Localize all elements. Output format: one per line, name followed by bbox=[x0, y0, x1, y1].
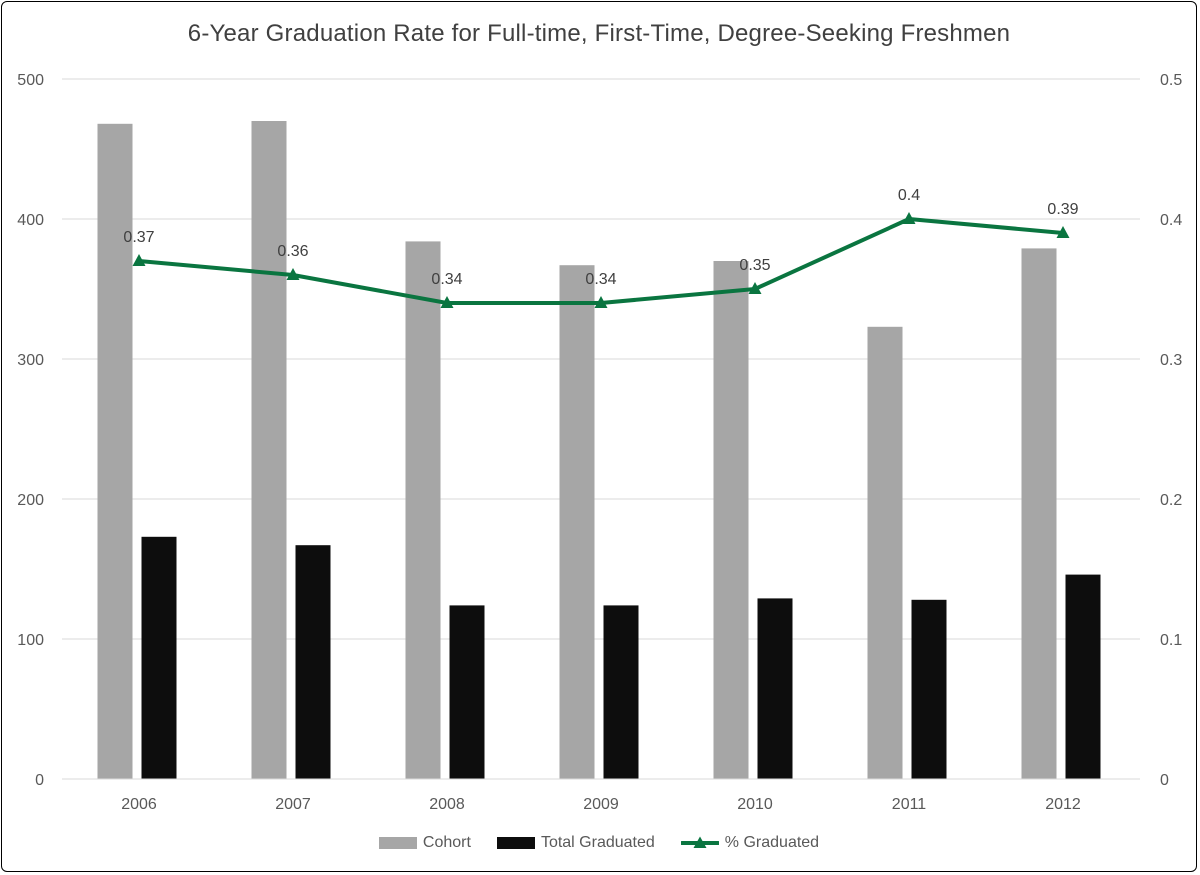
bar-cohort bbox=[559, 265, 595, 779]
bar-cohort bbox=[97, 123, 133, 780]
y-axis-tick-label: 400 bbox=[17, 212, 44, 229]
chart-title: 6-Year Graduation Rate for Full-time, Fi… bbox=[187, 20, 1011, 47]
x-axis-tick-label: 2006 bbox=[121, 796, 157, 813]
line-marker-percent-graduated bbox=[132, 254, 146, 266]
line-marker-percent-graduated bbox=[440, 296, 454, 308]
line-marker-percent-graduated bbox=[748, 282, 762, 294]
y-axis-tick-label: 100 bbox=[17, 632, 44, 649]
legend-swatch-percent-graduated bbox=[680, 836, 719, 848]
legend-label-total-graduated: Total Graduated bbox=[540, 834, 655, 851]
line-marker-percent-graduated bbox=[1056, 226, 1070, 238]
legend: Cohort Total Graduated % Graduated bbox=[2, 834, 1196, 852]
data-label-percent-graduated: 0.34 bbox=[585, 271, 616, 288]
bar-total-graduated bbox=[1065, 574, 1101, 779]
legend-item-cohort: Cohort bbox=[378, 834, 471, 852]
bar-cohort bbox=[405, 241, 441, 779]
bar-total-graduated bbox=[911, 599, 947, 779]
legend-marker-percent-graduated bbox=[693, 836, 707, 848]
y-axis-tick-label: 300 bbox=[17, 352, 44, 369]
data-label-percent-graduated: 0.37 bbox=[123, 229, 154, 246]
x-axis-tick-label: 2012 bbox=[1045, 796, 1081, 813]
legend-label-percent-graduated: % Graduated bbox=[724, 834, 820, 851]
y-axis-tick-label: 500 bbox=[17, 72, 44, 89]
y-axis-tick-label: 0 bbox=[35, 772, 44, 789]
data-label-percent-graduated: 0.39 bbox=[1047, 201, 1078, 218]
x-axis-tick-label: 2010 bbox=[737, 796, 773, 813]
bar-total-graduated bbox=[757, 598, 793, 779]
line-marker-percent-graduated bbox=[594, 296, 608, 308]
data-label-percent-graduated: 0.4 bbox=[898, 187, 920, 204]
x-axis-tick-label: 2008 bbox=[429, 796, 465, 813]
bar-total-graduated bbox=[295, 545, 331, 779]
x-axis-tick-label: 2009 bbox=[583, 796, 619, 813]
bar-cohort bbox=[867, 326, 903, 779]
legend-swatch-total-graduated bbox=[496, 837, 535, 849]
y2-axis-tick-label: 0.2 bbox=[1160, 492, 1182, 509]
x-axis-tick-label: 2007 bbox=[275, 796, 311, 813]
line-marker-percent-graduated bbox=[902, 212, 916, 224]
bar-cohort bbox=[251, 121, 287, 779]
legend-item-total-graduated: Total Graduated bbox=[496, 834, 655, 852]
legend-label-cohort: Cohort bbox=[422, 834, 471, 851]
y2-axis-tick-label: 0.1 bbox=[1160, 632, 1182, 649]
x-axis-tick-label: 2011 bbox=[892, 796, 927, 813]
bar-cohort bbox=[1021, 248, 1057, 779]
legend-swatch-cohort bbox=[378, 837, 417, 849]
y2-axis-tick-label: 0.5 bbox=[1160, 72, 1182, 89]
legend-item-percent-graduated: % Graduated bbox=[680, 834, 820, 852]
line-marker-percent-graduated bbox=[286, 268, 300, 280]
y2-axis-tick-label: 0.3 bbox=[1160, 352, 1182, 369]
bar-total-graduated bbox=[603, 605, 639, 779]
data-label-percent-graduated: 0.34 bbox=[431, 271, 462, 288]
y2-axis-tick-label: 0 bbox=[1160, 772, 1169, 789]
y2-axis-tick-label: 0.4 bbox=[1160, 212, 1182, 229]
bar-total-graduated bbox=[449, 605, 485, 779]
data-label-percent-graduated: 0.36 bbox=[277, 243, 308, 260]
bar-cohort bbox=[713, 261, 749, 779]
y-axis-tick-label: 200 bbox=[17, 492, 44, 509]
bar-total-graduated bbox=[141, 536, 177, 779]
data-label-percent-graduated: 0.35 bbox=[739, 257, 770, 274]
